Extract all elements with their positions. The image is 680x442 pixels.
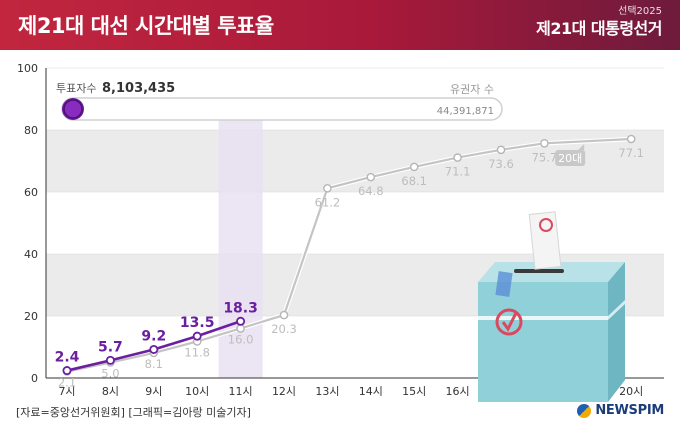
current-value-label: 5.7 (98, 339, 123, 355)
previous-point (540, 139, 549, 148)
previous-value-label: 64.8 (358, 184, 384, 198)
previous-point (279, 310, 289, 320)
progress-knob (63, 99, 83, 119)
current-point (192, 331, 202, 341)
y-tick-label: 100 (17, 62, 38, 75)
previous-value-label: 75.7 (532, 150, 558, 164)
eligible-value: 44,391,871 (437, 106, 494, 117)
previous-point (409, 162, 419, 172)
voters-value: 8,103,435 (102, 81, 175, 96)
grid-band (46, 192, 664, 254)
election-brand: 선택2025 제21대 대통령선거 (536, 6, 662, 40)
x-tick-label: 9시 (145, 385, 162, 398)
previous-value-label: 20.3 (271, 322, 297, 336)
current-point (236, 316, 246, 326)
x-tick-label: 12시 (272, 385, 296, 398)
page-title: 제21대 대선 시간대별 투표율 (18, 14, 274, 38)
turnout-progress: 투표자수 8,103,435 유권자 수 44,391,871 (56, 81, 503, 121)
current-value-label: 9.2 (141, 328, 166, 344)
header-bar: 제21대 대선 시간대별 투표율 선택2025 제21대 대통령선거 (0, 0, 680, 50)
previous-point (366, 172, 376, 182)
previous-value-label: 8.1 (145, 357, 163, 371)
x-tick-label: 11시 (229, 385, 253, 398)
previous-point (496, 145, 506, 155)
legend-badge-pointer (578, 143, 585, 150)
x-tick-label: 20시 (619, 385, 643, 398)
x-tick-label: 13시 (315, 385, 339, 398)
previous-value-label: 71.1 (445, 165, 471, 179)
previous-point (323, 183, 332, 193)
current-point (105, 355, 115, 365)
brand-name: 제21대 대통령선거 (536, 19, 662, 38)
current-value-label: 18.3 (223, 300, 258, 316)
source-credit: [자료=중앙선거위원회] [그래픽=김아랑 미술기자] (16, 406, 251, 419)
current-value-label: 2.4 (55, 350, 80, 366)
y-tick-label: 40 (24, 248, 38, 261)
brand-tagline: 선택2025 (618, 6, 662, 17)
x-tick-label: 7시 (58, 385, 75, 398)
previous-value-label: 68.1 (401, 174, 427, 188)
y-tick-label: 80 (24, 124, 38, 137)
previous-value-label: 77.1 (618, 146, 644, 160)
legend-badge (555, 149, 586, 166)
x-tick-label: 8시 (102, 385, 119, 398)
previous-point (236, 324, 245, 333)
x-tick-label: 10시 (185, 385, 209, 398)
previous-value-label: 73.6 (488, 157, 514, 171)
eligible-label: 유권자 수 (450, 83, 494, 96)
previous-value-label: 5.0 (101, 367, 119, 381)
previous-value-label: 11.8 (184, 345, 210, 359)
previous-value-label: 61.2 (315, 195, 341, 209)
voters-label: 투표자수 (56, 82, 96, 95)
ballot-box-icon (478, 211, 625, 402)
x-tick-label: 14시 (359, 385, 383, 398)
previous-value-label: 16.0 (228, 332, 254, 346)
series-legend-20dae: 20대 (558, 152, 582, 165)
newspim-logo: NEWSPIM (577, 403, 664, 418)
previous-point (626, 134, 636, 144)
y-tick-label: 20 (24, 310, 38, 323)
newspim-logo-text: NEWSPIM (595, 403, 664, 418)
previous-value-label: 2.1 (58, 375, 76, 389)
x-tick-label: 15시 (402, 385, 426, 398)
current-point (62, 366, 72, 376)
y-tick-label: 60 (24, 186, 38, 199)
current-value-label: 13.5 (180, 315, 215, 331)
newspim-logo-icon (577, 403, 592, 418)
previous-point (453, 153, 462, 162)
current-point (149, 344, 159, 354)
y-tick-label: 0 (31, 372, 38, 385)
turnout-chart: 0 20 40 60 80 100 7시 8시 9시 10시 11시 12시 13시 14시 15시 16시… (17, 62, 664, 402)
x-tick-label: 16시 (446, 385, 470, 398)
